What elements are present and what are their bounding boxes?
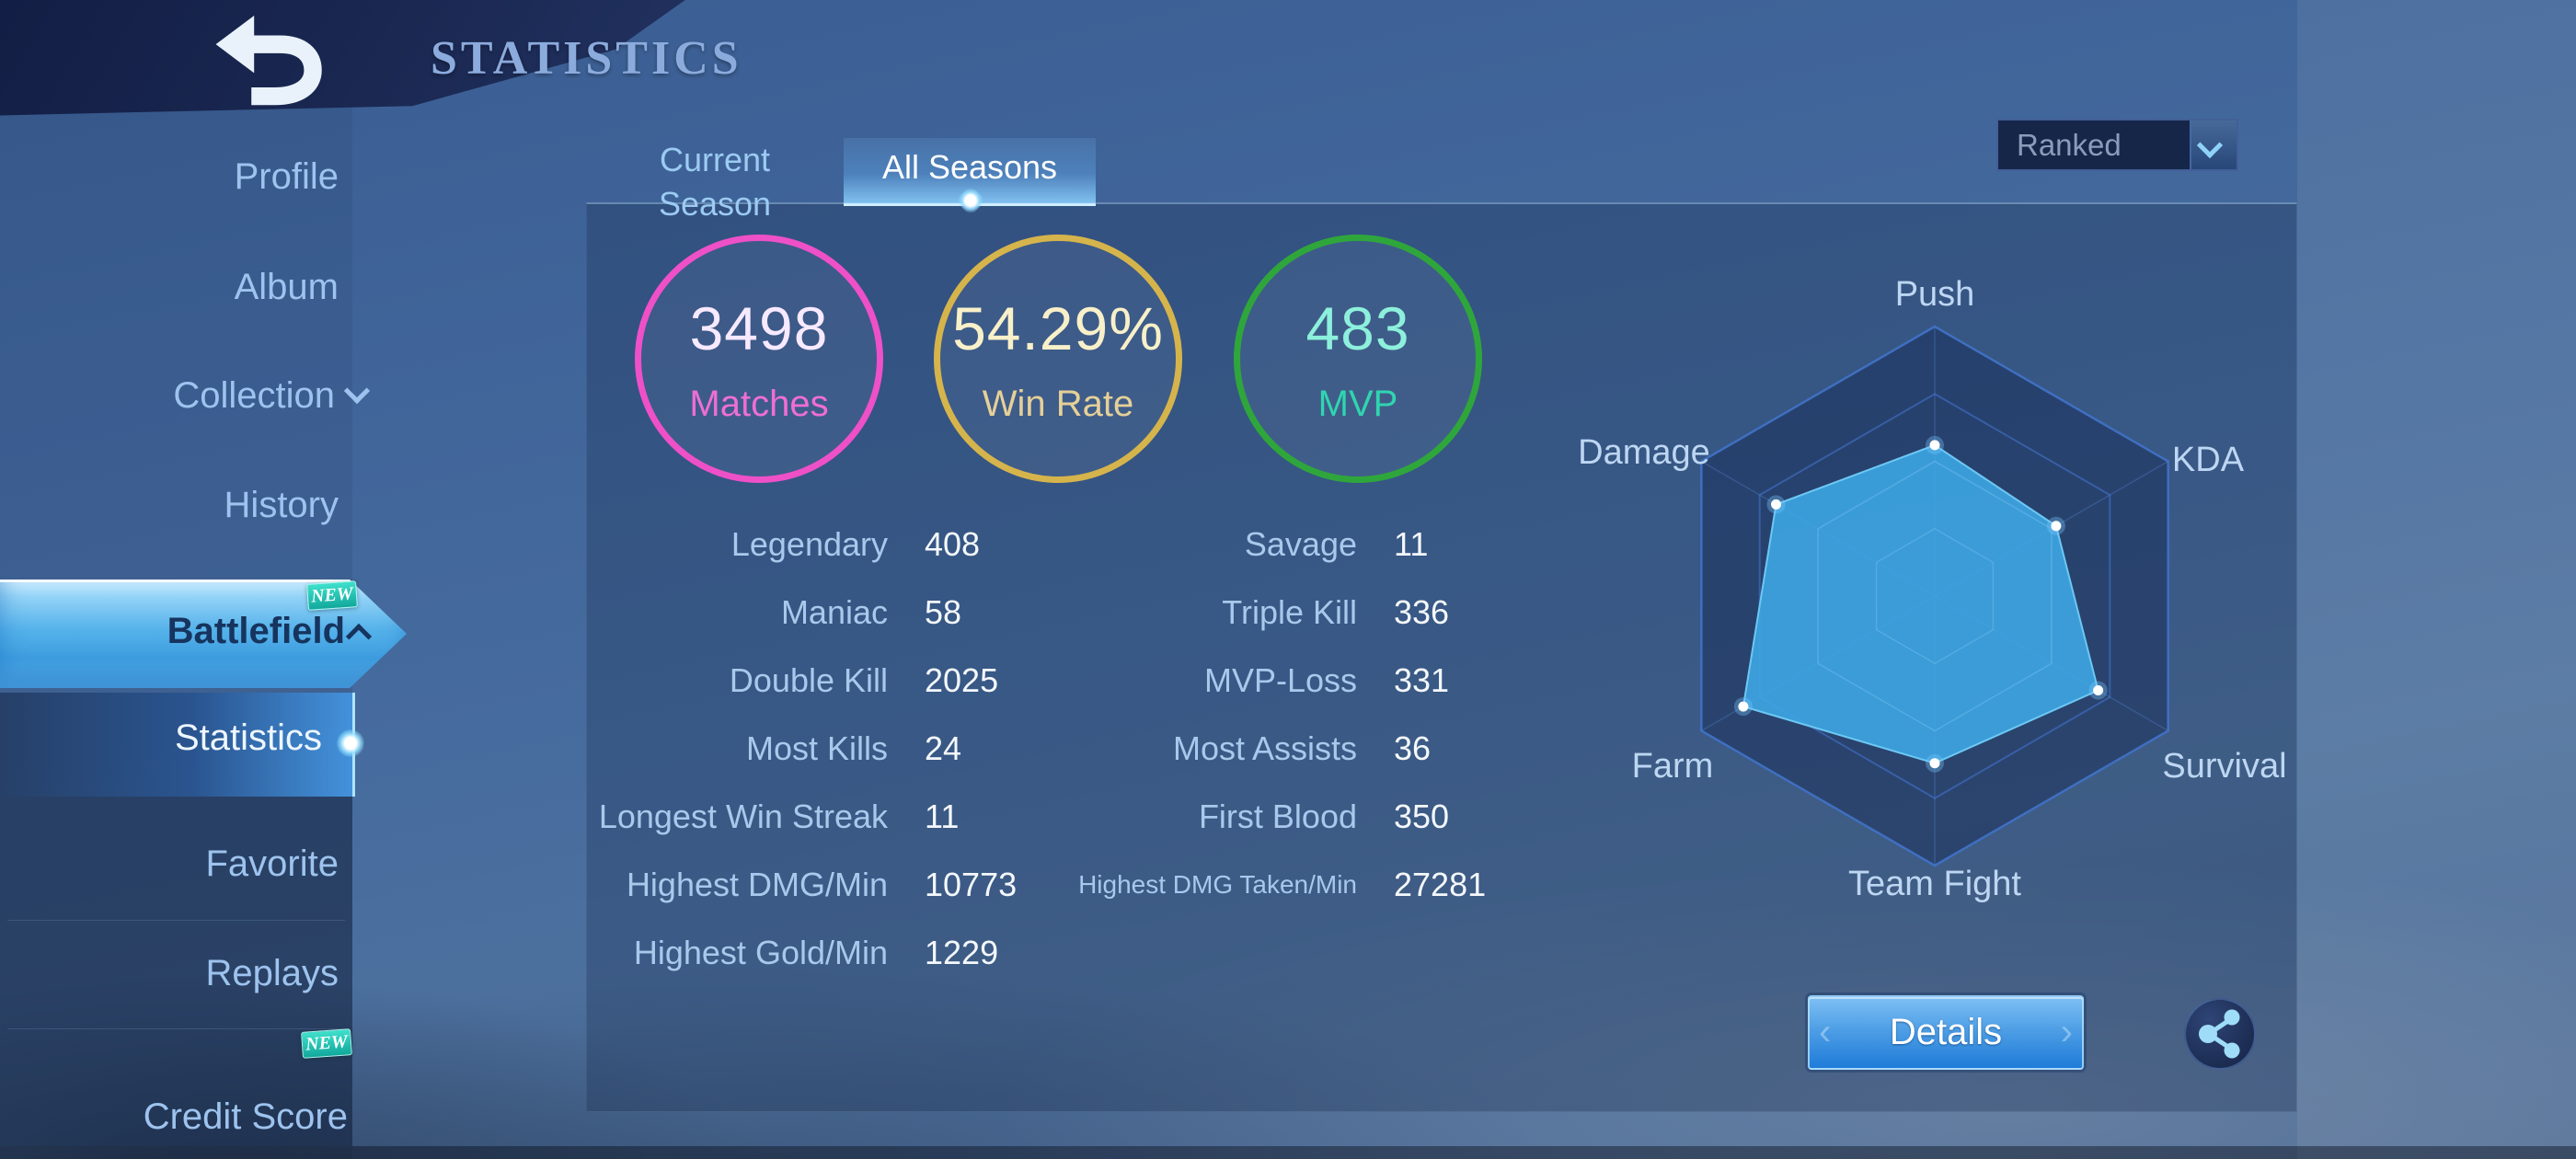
stat-value: 408	[925, 525, 981, 563]
sidebar-item-label: Credit Score	[143, 1096, 348, 1137]
matches-label: Matches	[689, 383, 829, 424]
bottom-letterbox	[0, 1146, 2576, 1159]
stat-value: 336	[1394, 593, 1450, 631]
sidebar-divider	[7, 920, 345, 921]
stat-row: First Blood 350	[994, 783, 1486, 851]
share-icon	[2199, 1009, 2240, 1059]
stat-value: 350	[1394, 798, 1450, 835]
tab-current-season[interactable]: Current Season	[658, 141, 772, 223]
chevron-down-icon	[343, 377, 371, 405]
stat-value: 11	[1394, 525, 1429, 563]
radar-axis-label: Farm	[1631, 747, 1714, 786]
page-title: STATISTICS	[431, 32, 742, 85]
stat-row: Longest Win Streak 11	[524, 783, 1017, 851]
stat-value: 36	[1394, 729, 1432, 767]
stat-value: 10773	[925, 866, 1018, 903]
stat-value: 1229	[925, 934, 999, 971]
new-badge: NEW	[306, 580, 358, 611]
sidebar-item-statistics[interactable]	[0, 693, 355, 797]
stat-label: Most Kills	[745, 729, 888, 767]
matches-ring: 3498 Matches	[635, 235, 883, 483]
dropdown-value: Ranked	[2017, 128, 2122, 162]
selected-indicator-dot	[337, 729, 364, 757]
stat-row: Savage 11	[994, 511, 1486, 579]
sidebar-item-profile[interactable]: Profile	[0, 151, 339, 202]
tab-label: All Seasons	[881, 148, 1058, 186]
performance-radar-chart	[1700, 325, 2169, 867]
stat-label: Double Kill	[729, 661, 888, 699]
stat-row: Most Assists 36	[994, 715, 1486, 783]
sidebar-item-credit-score[interactable]: Credit Score	[0, 1091, 348, 1142]
stat-label: Highest Gold/Min	[633, 934, 888, 971]
stat-row: Highest DMG Taken/Min 27281	[994, 851, 1486, 919]
stat-label: Highest DMG Taken/Min	[1078, 870, 1357, 899]
stat-label: Most Assists	[1172, 729, 1357, 767]
stat-value: 58	[925, 593, 962, 631]
radar-axis-label: Push	[1894, 275, 1975, 314]
stat-value: 27281	[1394, 866, 1487, 903]
chevron-down-icon	[2196, 132, 2224, 159]
stat-label: Legendary	[730, 525, 888, 563]
stat-row: Maniac 58	[524, 579, 1017, 647]
button-notch-right: ›	[2060, 1012, 2073, 1052]
sidebar-item-collection[interactable]: Collection	[0, 370, 371, 421]
new-badge: NEW	[301, 1028, 352, 1059]
battlefield-label: Battlefield	[167, 611, 345, 651]
sidebar-item-favorite[interactable]: Favorite	[0, 838, 339, 889]
sidebar-item-label: Replays	[205, 953, 339, 993]
stat-value: 331	[1394, 661, 1450, 699]
stat-row: Double Kill 2025	[524, 647, 1017, 715]
radar-axis-label: Team Fight	[1848, 865, 2021, 903]
mvp-ring: 483 MVP	[1234, 235, 1482, 483]
stat-value: 2025	[925, 661, 999, 699]
stat-label: Highest DMG/Min	[626, 866, 888, 903]
stat-row: Triple Kill 336	[994, 579, 1486, 647]
statistics-label: Statistics	[174, 717, 322, 758]
winrate-value: 54.29%	[952, 293, 1164, 362]
stat-row: Legendary 408	[524, 511, 1017, 579]
winrate-ring: 54.29% Win Rate	[934, 235, 1182, 483]
sidebar-divider	[7, 1028, 345, 1029]
share-button[interactable]	[2184, 998, 2256, 1070]
back-arrow-icon	[215, 15, 322, 106]
stat-row: Highest DMG/Min 10773	[524, 851, 1017, 919]
stat-label: First Blood	[1198, 798, 1357, 835]
stat-value: 11	[925, 798, 960, 835]
stat-value: 24	[925, 729, 962, 767]
winrate-label: Win Rate	[982, 383, 1134, 424]
sidebar-item-label: Favorite	[205, 843, 339, 884]
stat-label: Triple Kill	[1222, 593, 1357, 631]
stat-row: MVP-Loss 331	[994, 647, 1486, 715]
sidebar-item-label: History	[224, 485, 339, 525]
stat-label: Maniac	[780, 593, 888, 631]
mvp-value: 483	[1305, 293, 1410, 362]
back-button[interactable]	[204, 13, 342, 109]
details-button[interactable]: ‹ Details ›	[1808, 995, 2084, 1070]
stat-row: Most Kills 24	[524, 715, 1017, 783]
button-notch-left: ‹	[1819, 1012, 1832, 1052]
details-label: Details	[1889, 1012, 2003, 1052]
sidebar-item-replays[interactable]: Replays	[0, 947, 339, 999]
stat-label: MVP-Loss	[1203, 661, 1357, 699]
radar-axis-label: Survival	[2162, 747, 2287, 786]
radar-axis-label: Damage	[1578, 433, 1710, 472]
dropdown-chevron-box	[2190, 120, 2237, 169]
mode-filter-dropdown[interactable]: Ranked	[1996, 119, 2238, 171]
stats-table-left: Legendary 408 Maniac 58 Double Kill 2025 Most …	[524, 511, 1017, 987]
stat-row: Highest Gold/Min 1229	[524, 919, 1017, 987]
mvp-label: MVP	[1317, 383, 1398, 424]
stat-label: Longest Win Streak	[598, 798, 888, 835]
stat-label: Savage	[1244, 525, 1357, 563]
background-light-strip	[2297, 0, 2576, 1159]
sidebar-item-history[interactable]: History	[0, 479, 339, 531]
sidebar-item-label: Profile	[234, 156, 339, 197]
matches-value: 3498	[689, 293, 829, 362]
sidebar-item-album[interactable]: Album	[0, 261, 339, 313]
stats-table-right: Savage 11 Triple Kill 336 MVP-Loss 331 Most As…	[994, 511, 1486, 919]
sidebar-item-label: Album	[234, 267, 339, 307]
sidebar-item-label: Collection	[173, 375, 335, 416]
radar-axis-label: KDA	[2171, 441, 2245, 479]
